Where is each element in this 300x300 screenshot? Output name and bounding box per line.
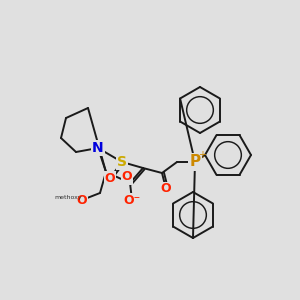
Text: O: O: [105, 172, 115, 184]
Text: O: O: [122, 170, 132, 184]
Text: P: P: [189, 154, 201, 169]
Text: +: +: [198, 150, 206, 160]
Text: N: N: [92, 141, 104, 155]
Text: O: O: [77, 194, 87, 206]
Text: methoxy: methoxy: [54, 194, 82, 200]
Text: O: O: [161, 182, 171, 196]
Text: O⁻: O⁻: [123, 194, 141, 206]
Text: S: S: [117, 155, 127, 169]
